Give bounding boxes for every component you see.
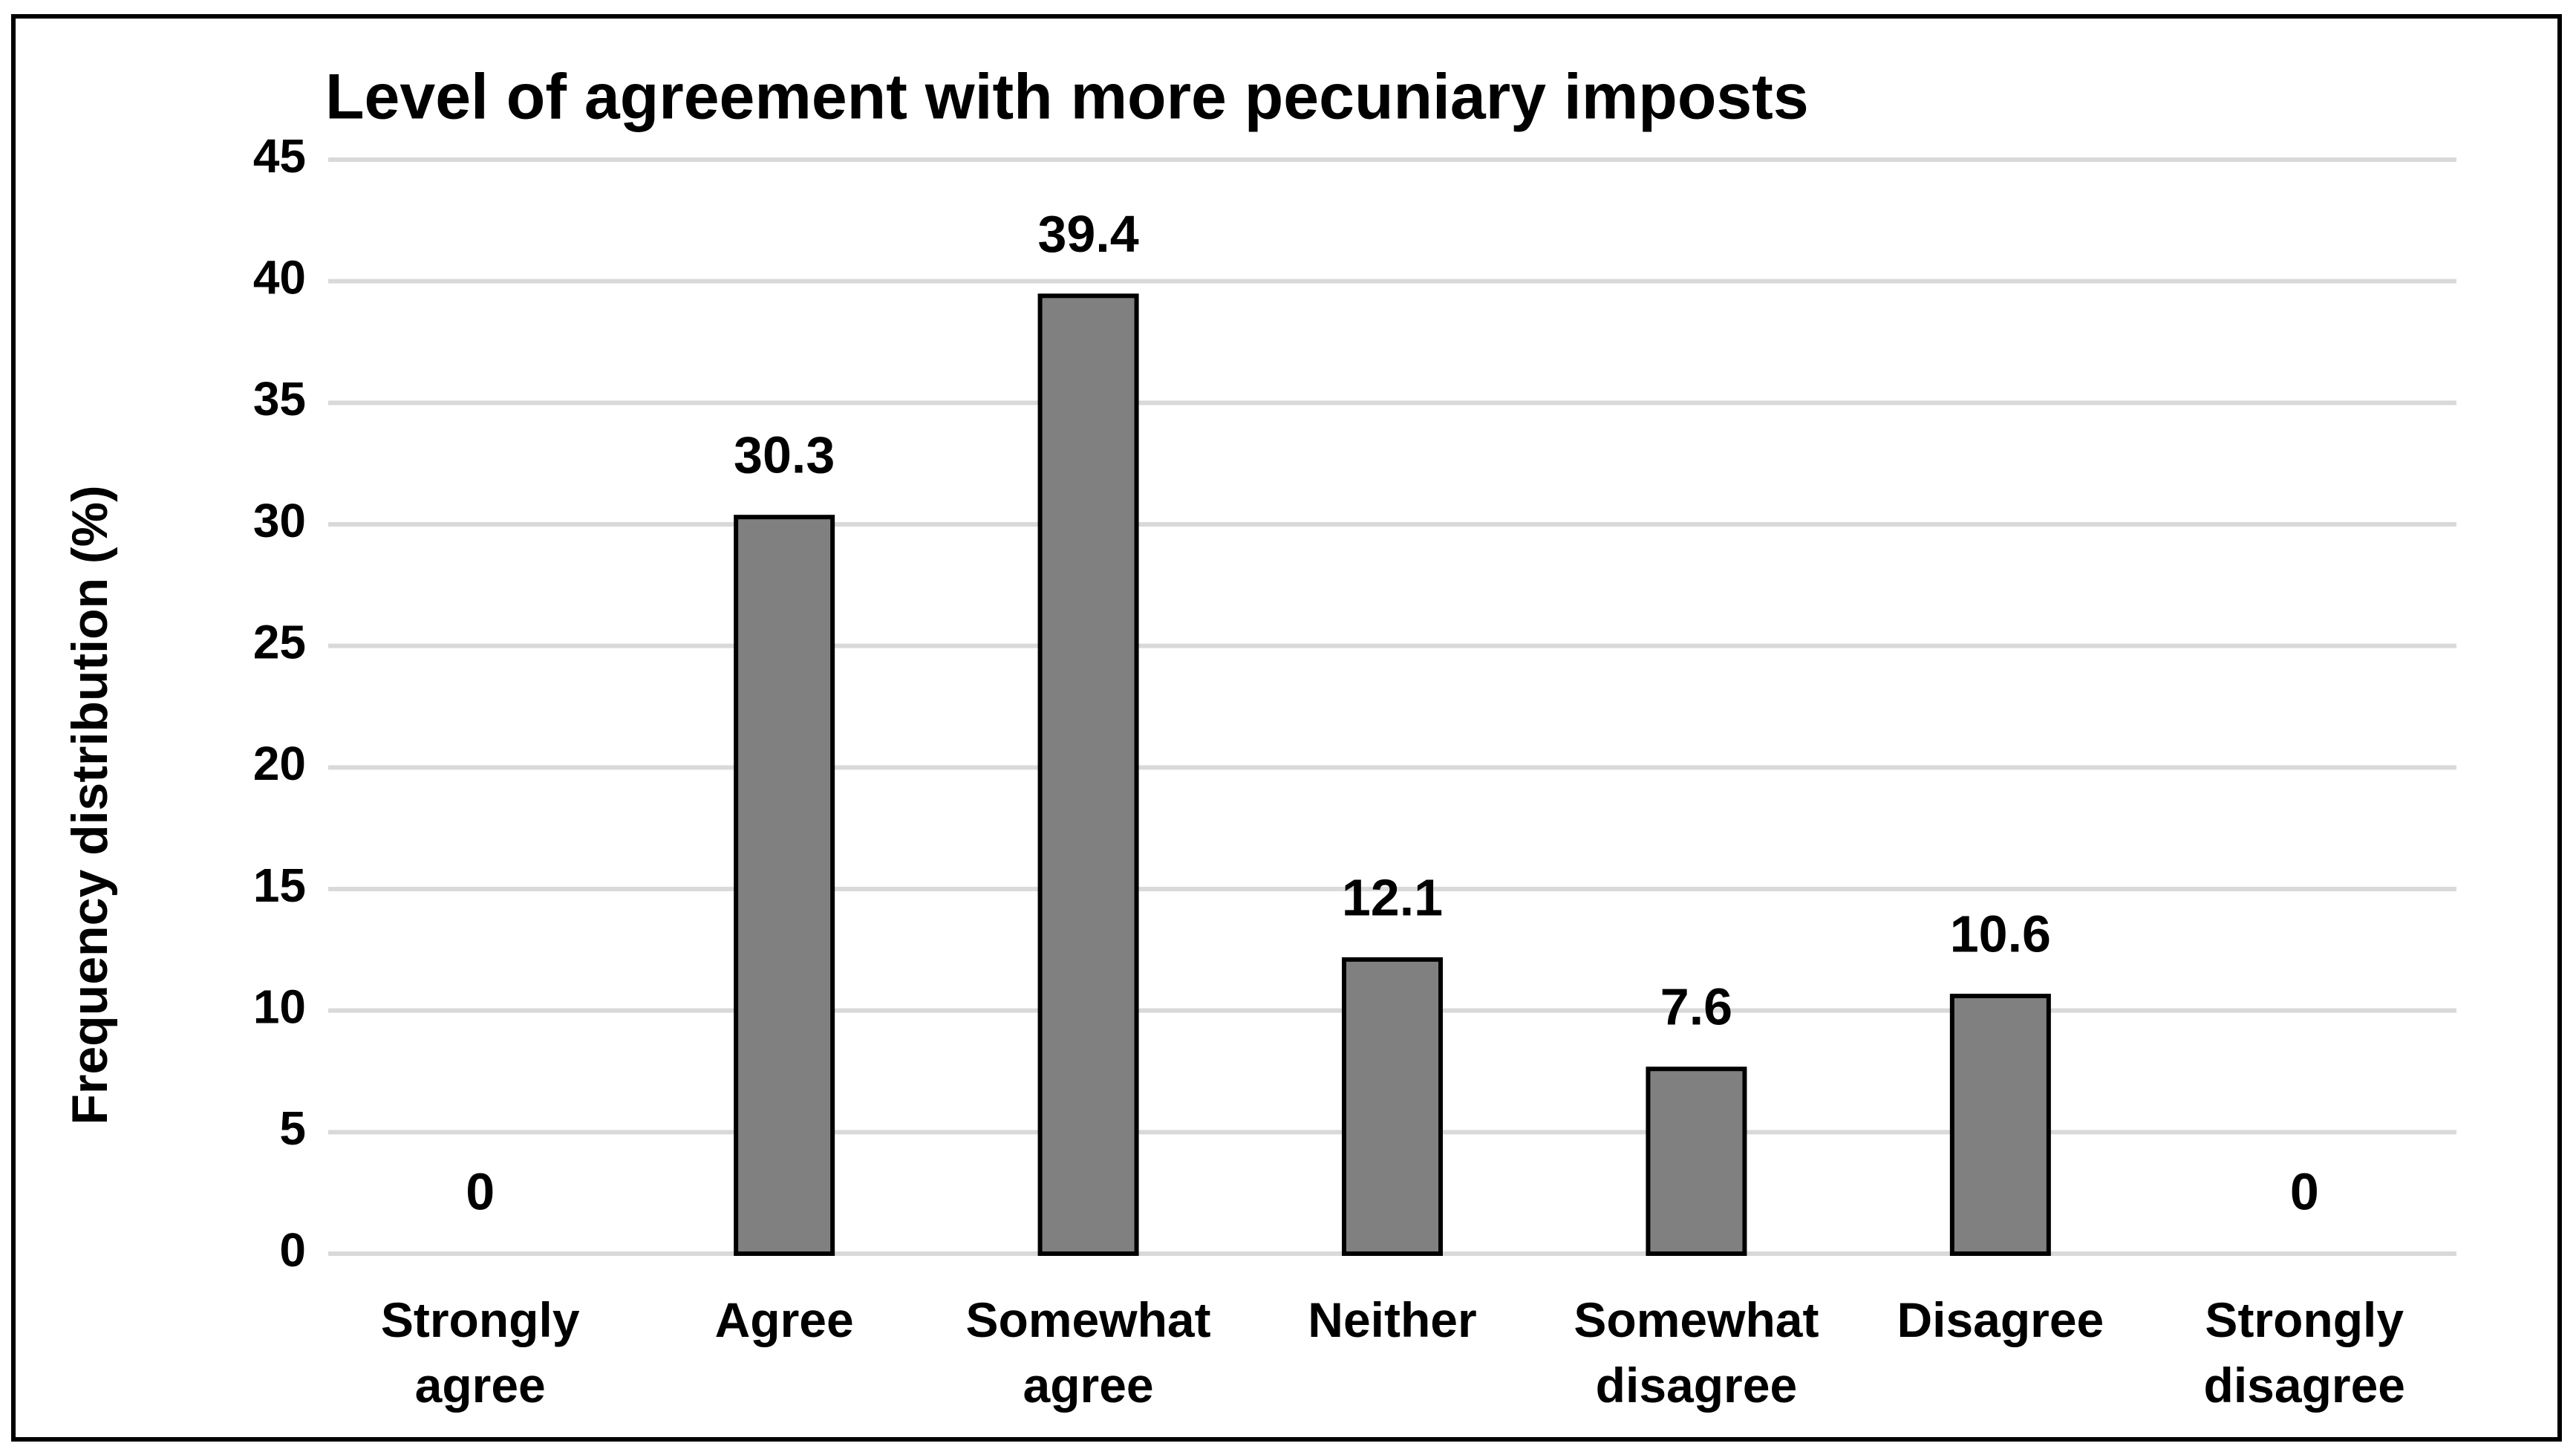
value-label: 0: [2290, 1162, 2319, 1220]
bar: [1949, 994, 2051, 1256]
x-tick-label: Agree: [714, 1292, 854, 1347]
value-label: 7.6: [1660, 978, 1732, 1036]
x-tick-label: Strongly agree: [380, 1292, 580, 1413]
y-tick-label: 25: [253, 616, 306, 669]
y-tick-label: 45: [253, 129, 306, 183]
bar: [734, 515, 835, 1256]
y-tick-label: 0: [279, 1223, 306, 1277]
x-tick-label: Disagree: [1897, 1292, 2104, 1347]
y-tick-label: 30: [253, 494, 306, 547]
x-tick-label: Strongly disagree: [2203, 1292, 2406, 1413]
y-tick-label: 20: [253, 737, 306, 790]
value-label: 0: [466, 1162, 495, 1220]
value-label: 39.4: [1037, 205, 1138, 263]
x-tick-label: Neither: [1308, 1292, 1477, 1347]
value-label: 12.1: [1342, 868, 1443, 926]
x-tick-label: Somewhat agree: [965, 1292, 1211, 1413]
y-tick-label: 5: [279, 1101, 306, 1155]
value-label: 10.6: [1950, 905, 2051, 963]
y-axis-label: Frequency distribution (%): [62, 485, 118, 1124]
chart-border: [11, 14, 2562, 1442]
chart-title: Level of agreement with more pecuniary i…: [325, 62, 1809, 133]
y-tick-label: 15: [253, 859, 306, 912]
bar: [1342, 957, 1443, 1256]
value-label: 30.3: [734, 426, 835, 484]
y-tick-label: 35: [253, 372, 306, 426]
y-tick-label: 10: [253, 980, 306, 1034]
bar: [1037, 293, 1139, 1257]
y-tick-label: 40: [253, 251, 306, 305]
bar: [1646, 1067, 1747, 1257]
x-tick-label: Somewhat disagree: [1574, 1292, 1819, 1413]
